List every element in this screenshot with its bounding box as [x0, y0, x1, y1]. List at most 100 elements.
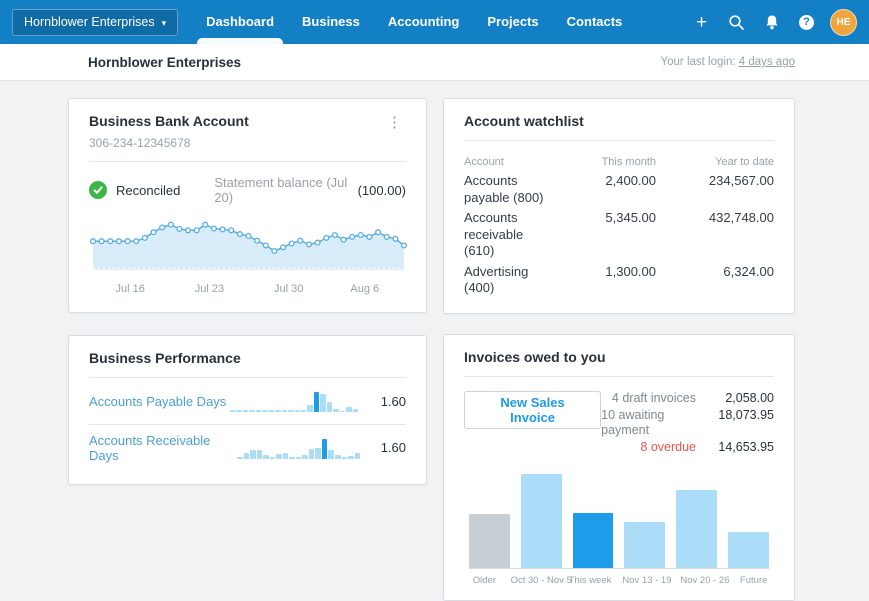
search-button[interactable]	[719, 0, 754, 44]
mini-bar	[250, 449, 256, 459]
mini-bar	[328, 449, 334, 459]
new-sales-invoice-button[interactable]: New Sales Invoice	[464, 390, 602, 429]
balance-chart[interactable]: Jul 16 Jul 23 Jul 30 Aug 6	[89, 213, 408, 298]
invoice-bar-this-week[interactable]	[572, 513, 614, 568]
invoice-bar-older[interactable]	[469, 513, 510, 568]
nav-item-label: Contacts	[566, 14, 623, 29]
invoice-bar-nov-13-19[interactable]	[624, 522, 666, 568]
awaiting-payment-line[interactable]: 10 awaiting payment 18,073.95	[601, 408, 774, 437]
invoice-bar-nov-20-26[interactable]	[676, 489, 718, 568]
mini-bar	[302, 454, 308, 459]
nav-item-business[interactable]: Business	[288, 0, 374, 44]
invoice-summary: 4 draft invoices 2,058.00 10 awaiting pa…	[601, 391, 774, 455]
invoices-bar-chart: Older Oct 30 - Nov 5 This week Nov 13 - 19 N…	[464, 471, 774, 586]
performance-row-receivable: Accounts Receivable Days 1.60	[89, 424, 406, 470]
draft-invoices-line[interactable]: 4 draft invoices 2,058.00	[601, 391, 774, 406]
payable-days-chart	[230, 390, 359, 412]
mini-bar	[236, 409, 242, 412]
statement-balance-label: Statement balance (Jul 20)	[214, 175, 348, 205]
mini-bar	[255, 409, 262, 412]
x-tick-label: Jul 30	[274, 283, 304, 295]
help-icon: ?	[799, 14, 814, 30]
invoice-bar-label: Nov 20 - 26	[680, 574, 730, 586]
business-performance-card: Business Performance Accounts Payable Da…	[68, 335, 427, 485]
sparkline-x-axis: Jul 16 Jul 23 Jul 30 Aug 6	[89, 283, 406, 298]
invoice-bar-label: Oct 30 - Nov 5	[510, 574, 572, 586]
mini-bar	[321, 438, 328, 459]
nav-item-label: Dashboard	[206, 14, 275, 29]
nav-item-accounting[interactable]: Accounting	[374, 0, 474, 44]
mini-bar	[307, 405, 313, 412]
performance-row-payable: Accounts Payable Days 1.60	[89, 378, 406, 424]
mini-bar	[276, 453, 282, 459]
invoice-actions: New Sales Invoice 4 draft invoices 2,058…	[464, 390, 774, 455]
mini-bar	[282, 452, 289, 459]
overdue-line[interactable]: 8 overdue 14,653.95	[601, 440, 774, 455]
awaiting-payment-value: 18,073.95	[718, 408, 774, 422]
nav-item-contacts[interactable]: Contacts	[553, 0, 637, 44]
page-title: Hornblower Enterprises	[88, 54, 242, 70]
check-icon	[89, 181, 107, 199]
last-login-label: Your last login:	[660, 56, 736, 68]
mini-bar	[242, 409, 249, 412]
table-row[interactable]: Accounts payable (800) 2,400.00 234,567.…	[464, 171, 774, 208]
invoice-bar-oct-30-nov-5[interactable]	[520, 473, 562, 568]
invoice-bars	[469, 471, 769, 569]
nav-item-label: Business	[302, 14, 360, 29]
mini-bar	[326, 402, 333, 412]
mini-bar	[308, 448, 315, 459]
watchlist-account: Accounts receivable (610)	[464, 210, 524, 258]
nav-utilities: + ? HE	[684, 0, 869, 44]
bank-balance-sparkline	[89, 221, 408, 270]
organisation-selector[interactable]: Hornblower Enterprises ▾	[12, 8, 179, 36]
watchlist-this-month: 5,345.00	[605, 210, 656, 225]
table-row[interactable]: Advertising (400) 1,300.00 6,324.00	[464, 262, 774, 299]
accounts-payable-days-link[interactable]: Accounts Payable Days	[89, 393, 227, 409]
invoice-bar-future[interactable]	[728, 531, 769, 568]
mini-bar	[237, 456, 243, 459]
mini-bar	[269, 456, 276, 459]
nav-item-dashboard[interactable]: Dashboard	[192, 0, 288, 44]
divider	[89, 161, 406, 162]
invoice-bar-labels: Older Oct 30 - Nov 5 This week Nov 13 - 19 N…	[469, 575, 769, 586]
payable-days-value: 1.60	[380, 393, 406, 409]
kebab-menu-icon[interactable]: ⋮	[383, 113, 406, 132]
bank-account-card: Business Bank Account ⋮ 306-234-12345678…	[68, 98, 427, 313]
x-tick-label: Jul 23	[194, 283, 225, 295]
column-header-account: Account	[464, 156, 504, 168]
help-button[interactable]: ?	[789, 0, 824, 44]
mini-bar	[346, 407, 352, 412]
card-title: Business Bank Account	[89, 113, 249, 129]
receivable-days-chart	[237, 437, 361, 459]
mini-bar	[341, 456, 348, 459]
card-title: Business Performance	[89, 350, 241, 366]
watchlist-year-to-date: 432,748.00	[708, 210, 774, 225]
column-header-year-to-date: Year to date	[715, 156, 774, 168]
divider	[464, 140, 774, 141]
invoice-bar-label: Nov 13 - 19	[622, 574, 672, 586]
watchlist-this-month: 1,300.00	[605, 263, 656, 279]
accounts-receivable-days-link[interactable]: Accounts Receivable Days	[89, 432, 211, 463]
mini-bar	[263, 454, 269, 459]
receivable-days-value: 1.60	[380, 440, 406, 455]
avatar[interactable]: HE	[830, 8, 857, 36]
nav-item-label: Accounting	[387, 14, 460, 29]
divider	[464, 375, 774, 377]
add-button[interactable]: +	[684, 0, 719, 44]
last-login-link[interactable]: 4 days ago	[738, 56, 795, 68]
table-row[interactable]: Accounts receivable (610) 5,345.00 432,7…	[464, 208, 774, 262]
reconciled-row: Reconciled Statement balance (Jul 20) (1…	[89, 175, 406, 205]
nav-item-projects[interactable]: Projects	[473, 0, 552, 44]
draft-invoices-value: 2,058.00	[725, 390, 774, 405]
invoices-owed-card: Invoices owed to you New Sales Invoice 4…	[443, 333, 795, 601]
invoice-bar-label: Older	[472, 574, 496, 586]
x-tick-label: Aug 6	[350, 283, 380, 295]
top-nav: Hornblower Enterprises ▾ Dashboard Busin…	[0, 0, 869, 44]
mini-bar	[333, 409, 339, 412]
watchlist-header-row: Account This month Year to date	[464, 154, 774, 171]
account-watchlist-card: Account watchlist Account This month Yea…	[443, 98, 795, 314]
bell-icon	[765, 15, 778, 29]
mini-bar	[288, 409, 294, 412]
page-header: Hornblower Enterprises Your last login: …	[0, 44, 869, 81]
notifications-button[interactable]	[754, 0, 789, 44]
